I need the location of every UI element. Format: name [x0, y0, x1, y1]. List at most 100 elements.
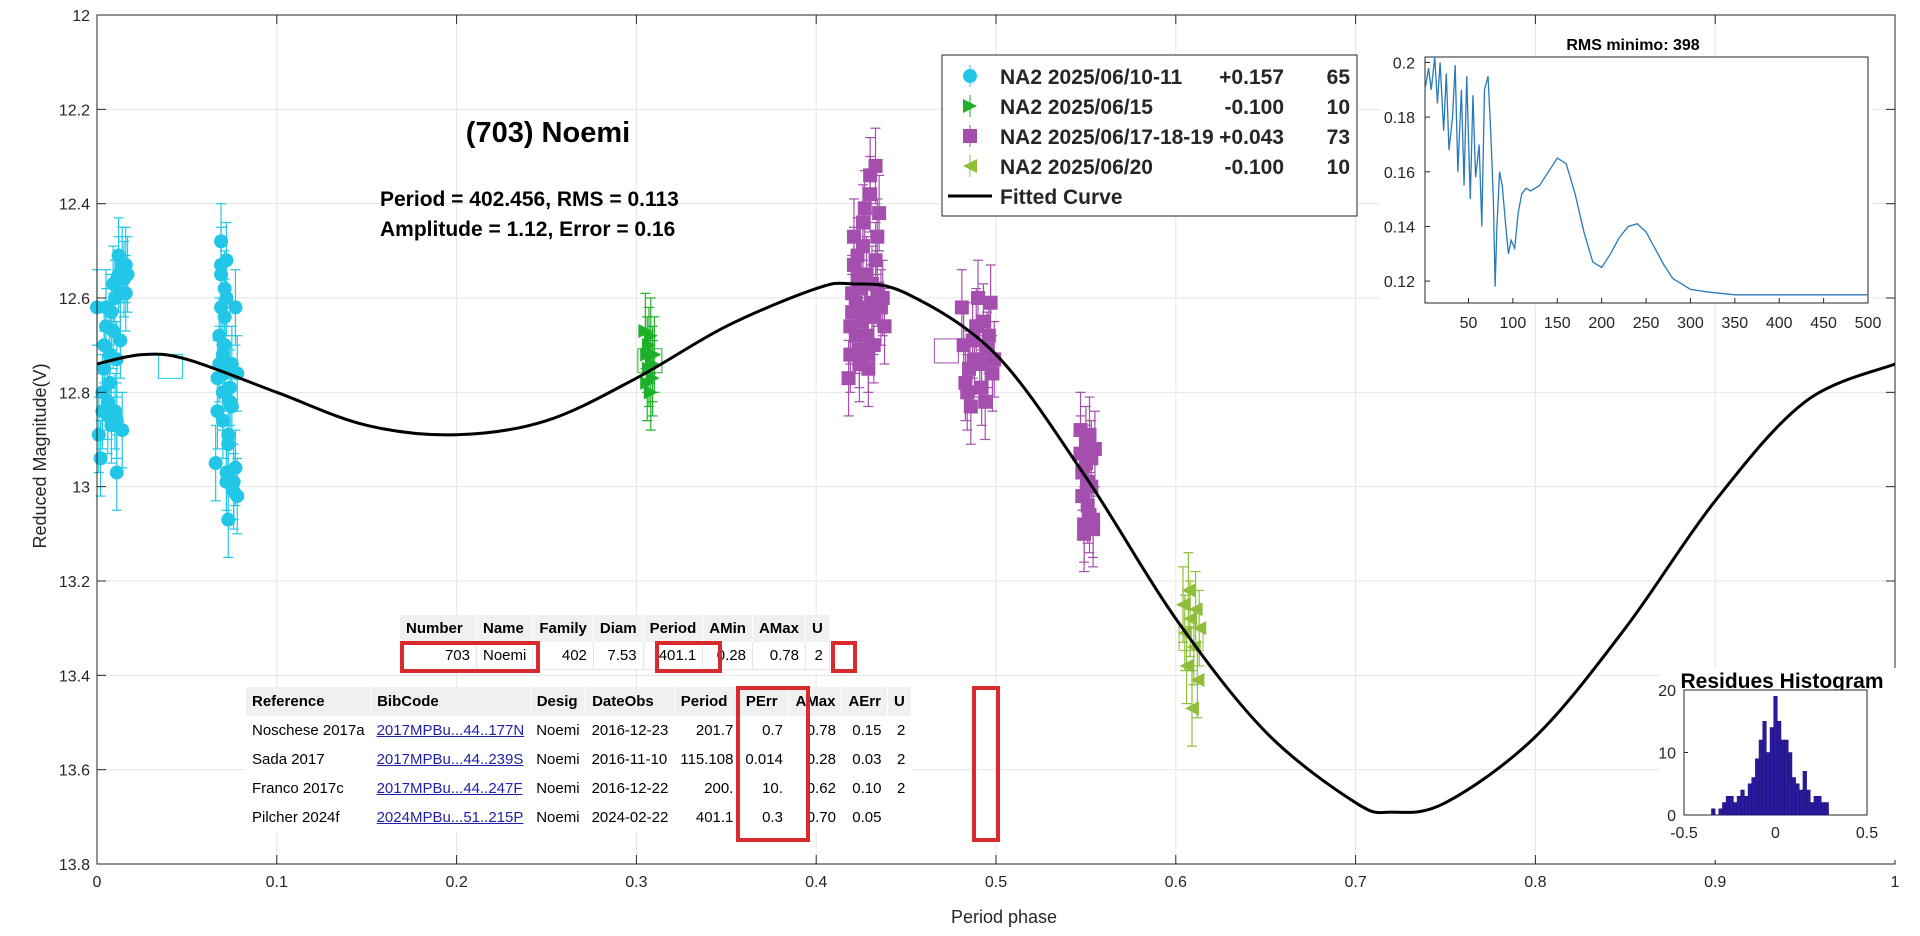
rms-x-tick-label: 200	[1588, 315, 1615, 332]
histogram-bar	[1813, 796, 1818, 816]
data-point	[120, 267, 135, 282]
cell-desig: Noemi	[536, 722, 580, 739]
rms-x-tick-label: 350	[1721, 315, 1748, 332]
data-point	[228, 460, 243, 475]
bibcode-link[interactable]: 2024MPBu...51..215P	[376, 809, 524, 826]
rms-y-tick-label: 0.2	[1393, 55, 1415, 72]
cell-desig: Noemi	[536, 809, 580, 826]
rms-y-tick-label: 0.14	[1384, 219, 1415, 236]
data-point	[985, 366, 1000, 381]
rms-x-tick-label: 450	[1810, 315, 1837, 332]
col-period: Period	[643, 615, 704, 642]
series-1	[637, 292, 663, 431]
legend-label: NA2 2025/06/20	[1000, 156, 1153, 179]
col-number: Number	[400, 615, 477, 642]
data-point	[1190, 673, 1205, 688]
histogram-bar	[1773, 696, 1778, 816]
data-point	[643, 328, 658, 343]
legend-offset: -0.100	[1224, 96, 1284, 119]
series-0	[90, 203, 245, 559]
legend-count: 73	[1327, 126, 1350, 149]
data-point	[647, 347, 662, 362]
data-point	[214, 234, 229, 249]
y-axis-label: Reduced Magnitude(V)	[30, 363, 50, 548]
cell-bibcode: 2017MPBu...44..247F	[371, 774, 531, 803]
histogram-x-tick-label: 0	[1771, 825, 1780, 842]
cell-dateobs: 2024-02-22	[591, 809, 669, 826]
cell-perr: 0.014	[745, 751, 783, 768]
cell-bibcode: 2024MPBu...51..215P	[371, 803, 531, 832]
references-table: Reference BibCode Desig DateObs Period P…	[246, 687, 912, 832]
x-tick-label: 0.3	[625, 874, 647, 891]
bibcode-link[interactable]: 2017MPBu...44..239S	[376, 751, 524, 768]
y-tick-label: 12.4	[59, 197, 90, 214]
cell-period: 115.108	[680, 751, 734, 768]
cell-perr: 0.7	[762, 722, 783, 739]
cell-aerr: 0.15	[852, 722, 882, 739]
rms-plot: 50 100 150 200 250 300 350 400 450 500 0.12 0.14 0.1…	[1384, 55, 1882, 332]
histogram-bar	[1791, 777, 1796, 816]
main-series	[90, 127, 1896, 815]
rms-y-tick-label: 0.18	[1384, 110, 1415, 127]
rms-x-tick-label: 500	[1855, 315, 1882, 332]
legend-marker-icon	[963, 159, 977, 173]
mean-marker	[933, 338, 959, 364]
data-point	[208, 456, 223, 471]
cell-amax: 0.78	[752, 642, 806, 670]
y-tick-label: 12.6	[59, 291, 90, 308]
col-perr: PErr	[739, 687, 790, 716]
data-point	[113, 333, 128, 348]
rms-x-tick-label: 250	[1633, 315, 1660, 332]
legend: NA2 2025/06/10-11 +0.157 65 NA2 2025/06/15 -…	[941, 54, 1358, 217]
cell-u	[887, 803, 911, 832]
data-point	[230, 489, 245, 504]
histogram-bar	[1740, 789, 1745, 816]
data-point	[841, 371, 856, 386]
y-tick-label: 12	[72, 8, 90, 25]
histogram-x-tick-label: 0.5	[1856, 825, 1878, 842]
histogram-bar	[1758, 739, 1763, 816]
bibcode-link[interactable]: 2017MPBu...44..247F	[376, 780, 523, 797]
legend-marker-icon	[963, 69, 977, 83]
cell-dateobs: 2016-12-22	[591, 780, 669, 797]
histogram-bar	[1766, 752, 1771, 816]
cell-amax: 0.70	[806, 809, 836, 826]
legend-label: Fitted Curve	[1000, 186, 1123, 209]
data-point	[855, 215, 870, 230]
legend-marker-icon	[963, 129, 977, 143]
col-diam: Diam	[593, 615, 644, 642]
data-point	[219, 253, 234, 268]
cell-family: 402	[532, 642, 594, 670]
x-tick-label: 0.4	[805, 874, 827, 891]
histogram-bar	[1788, 752, 1793, 816]
cell-desig: Noemi	[536, 751, 580, 768]
fitted-curve	[96, 281, 1896, 815]
rms-y-tick-label: 0.16	[1384, 165, 1415, 182]
data-point	[983, 295, 998, 310]
cell-period: 201.7	[695, 722, 734, 739]
data-point	[1086, 522, 1101, 537]
y-tick-label: 13.8	[59, 857, 90, 874]
data-point	[228, 300, 243, 315]
legend-marker-icon	[963, 99, 977, 113]
histogram-bar	[1711, 808, 1716, 816]
chart-title: (703) Noemi	[466, 117, 630, 149]
data-point	[1184, 701, 1199, 716]
rms-line	[1424, 56, 1868, 296]
table-row: Pilcher 2024f 2024MPBu...51..215P Noemi …	[246, 803, 911, 832]
main-axes: 0 0.1 0.2 0.3 0.4 0.5 0.6 0.7 0.8 0.9 1 12 12.2 12.4 1…	[59, 8, 1900, 891]
data-point	[877, 319, 892, 334]
cell-perr: 0.3	[762, 809, 783, 826]
cell-u: 2	[896, 722, 906, 739]
col-name: Name	[476, 615, 534, 642]
y-tick-label: 13.4	[59, 668, 90, 685]
cell-reference: Pilcher 2024f	[252, 809, 340, 826]
cell-aerr: 0.05	[852, 809, 882, 826]
series-2	[841, 127, 1102, 573]
data-point	[870, 229, 885, 244]
bibcode-link[interactable]: 2017MPBu...44..177N	[376, 722, 525, 739]
cell-u: 2	[896, 780, 906, 797]
table-row: Franco 2017c 2017MPBu...44..247F Noemi 2…	[246, 774, 911, 803]
